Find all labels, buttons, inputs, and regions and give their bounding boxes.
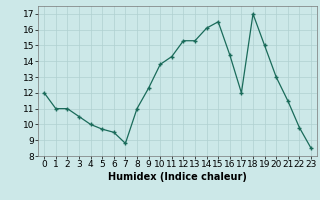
X-axis label: Humidex (Indice chaleur): Humidex (Indice chaleur) [108, 172, 247, 182]
